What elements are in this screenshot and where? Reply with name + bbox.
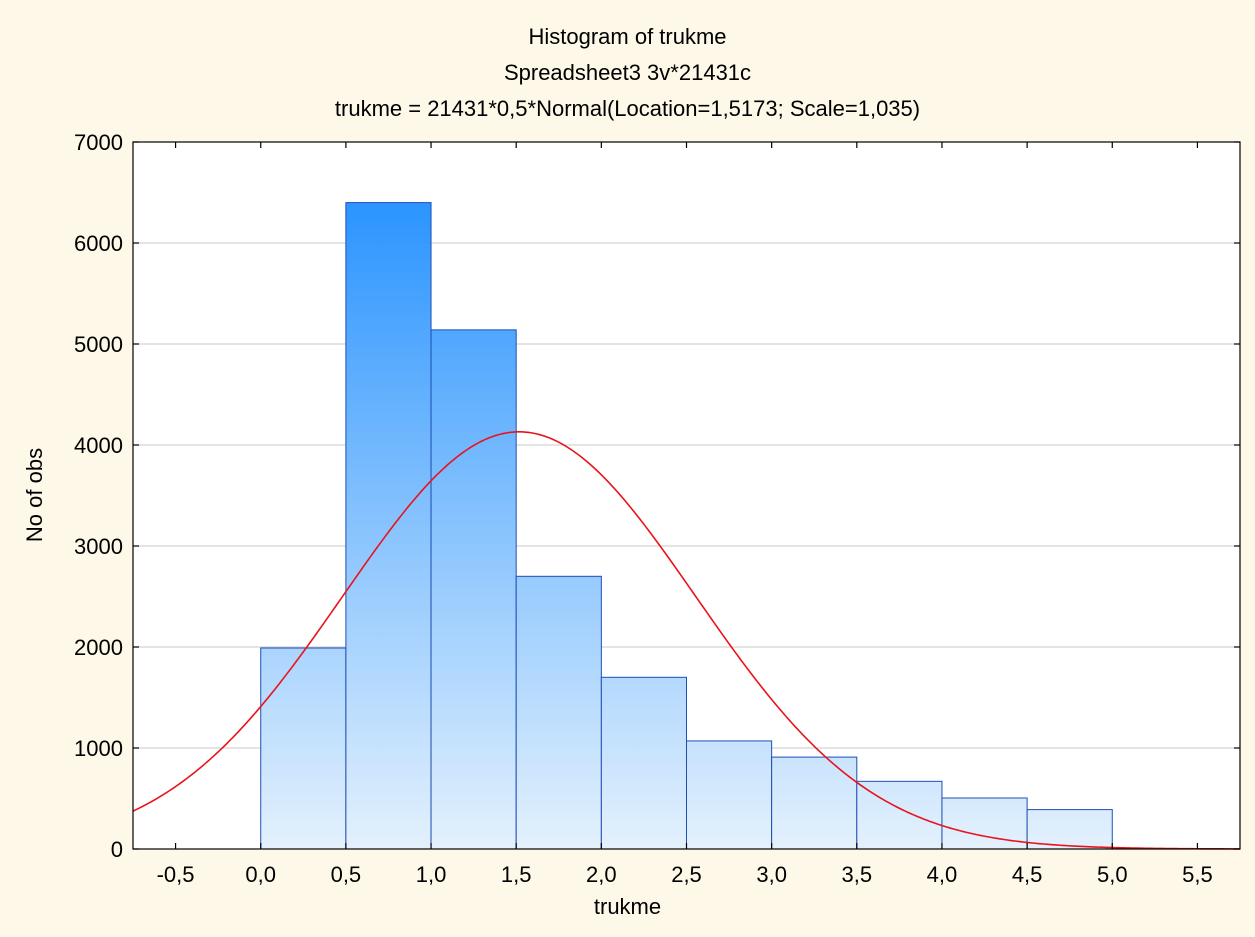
x-tick-label-11: 5,0 bbox=[1097, 862, 1128, 887]
histogram-bar-1 bbox=[345, 202, 432, 850]
y-tick-label-7: 7000 bbox=[74, 130, 123, 155]
y-tick-label-0: 0 bbox=[111, 837, 123, 862]
y-tick-label-4: 4000 bbox=[74, 433, 123, 458]
axis-ticks bbox=[133, 141, 1240, 850]
histogram-bar-4 bbox=[600, 676, 687, 850]
x-tick-label-8: 3,5 bbox=[842, 862, 873, 887]
x-tick-label-9: 4,0 bbox=[927, 862, 958, 887]
histogram-bar-3 bbox=[515, 575, 602, 850]
chart-subtitle: Spreadsheet3 3v*21431c bbox=[503, 60, 752, 85]
x-tick-label-10: 4,5 bbox=[1012, 862, 1043, 887]
histogram-bar-6 bbox=[771, 756, 858, 850]
x-tick-label-0: -0,5 bbox=[157, 862, 195, 887]
x-tick-label-12: 5,5 bbox=[1182, 862, 1213, 887]
y-tick-label-3: 3000 bbox=[74, 534, 123, 559]
x-tick-label-5: 2,0 bbox=[586, 862, 617, 887]
y-tick-labels: 0 1000 2000 3000 4000 5000 6000 7000 bbox=[74, 130, 123, 862]
x-tick-label-6: 2,5 bbox=[671, 862, 702, 887]
histogram-bar-5 bbox=[686, 740, 773, 850]
histogram-bar-0 bbox=[260, 647, 347, 850]
y-tick-label-2: 2000 bbox=[74, 635, 123, 660]
histogram-bar-2 bbox=[430, 329, 517, 850]
x-tick-labels: -0,5 0,0 0,5 1,0 1,5 2,0 2,5 3,0 3,5 4,0 4,5 5,0 5,5 bbox=[157, 862, 1213, 887]
histogram-bar-9 bbox=[1026, 809, 1113, 850]
x-tick-label-3: 1,0 bbox=[416, 862, 447, 887]
y-tick-label-6: 6000 bbox=[74, 231, 123, 256]
y-axis-title: No of obs bbox=[22, 447, 47, 543]
x-axis-title: trukme bbox=[593, 894, 662, 919]
y-tick-label-1: 1000 bbox=[74, 736, 123, 761]
y-tick-label-5: 5000 bbox=[74, 332, 123, 357]
chart-fit-formula: trukme = 21431*0,5*Normal(Location=1,517… bbox=[334, 96, 921, 121]
x-tick-label-7: 3,0 bbox=[756, 862, 787, 887]
x-tick-label-4: 1,5 bbox=[501, 862, 532, 887]
x-tick-label-1: 0,0 bbox=[245, 862, 276, 887]
histogram-bars bbox=[260, 202, 1113, 850]
chart-title: Histogram of trukme bbox=[528, 24, 727, 49]
x-tick-label-2: 0,5 bbox=[331, 862, 362, 887]
normal-fit-curve bbox=[132, 431, 1240, 850]
